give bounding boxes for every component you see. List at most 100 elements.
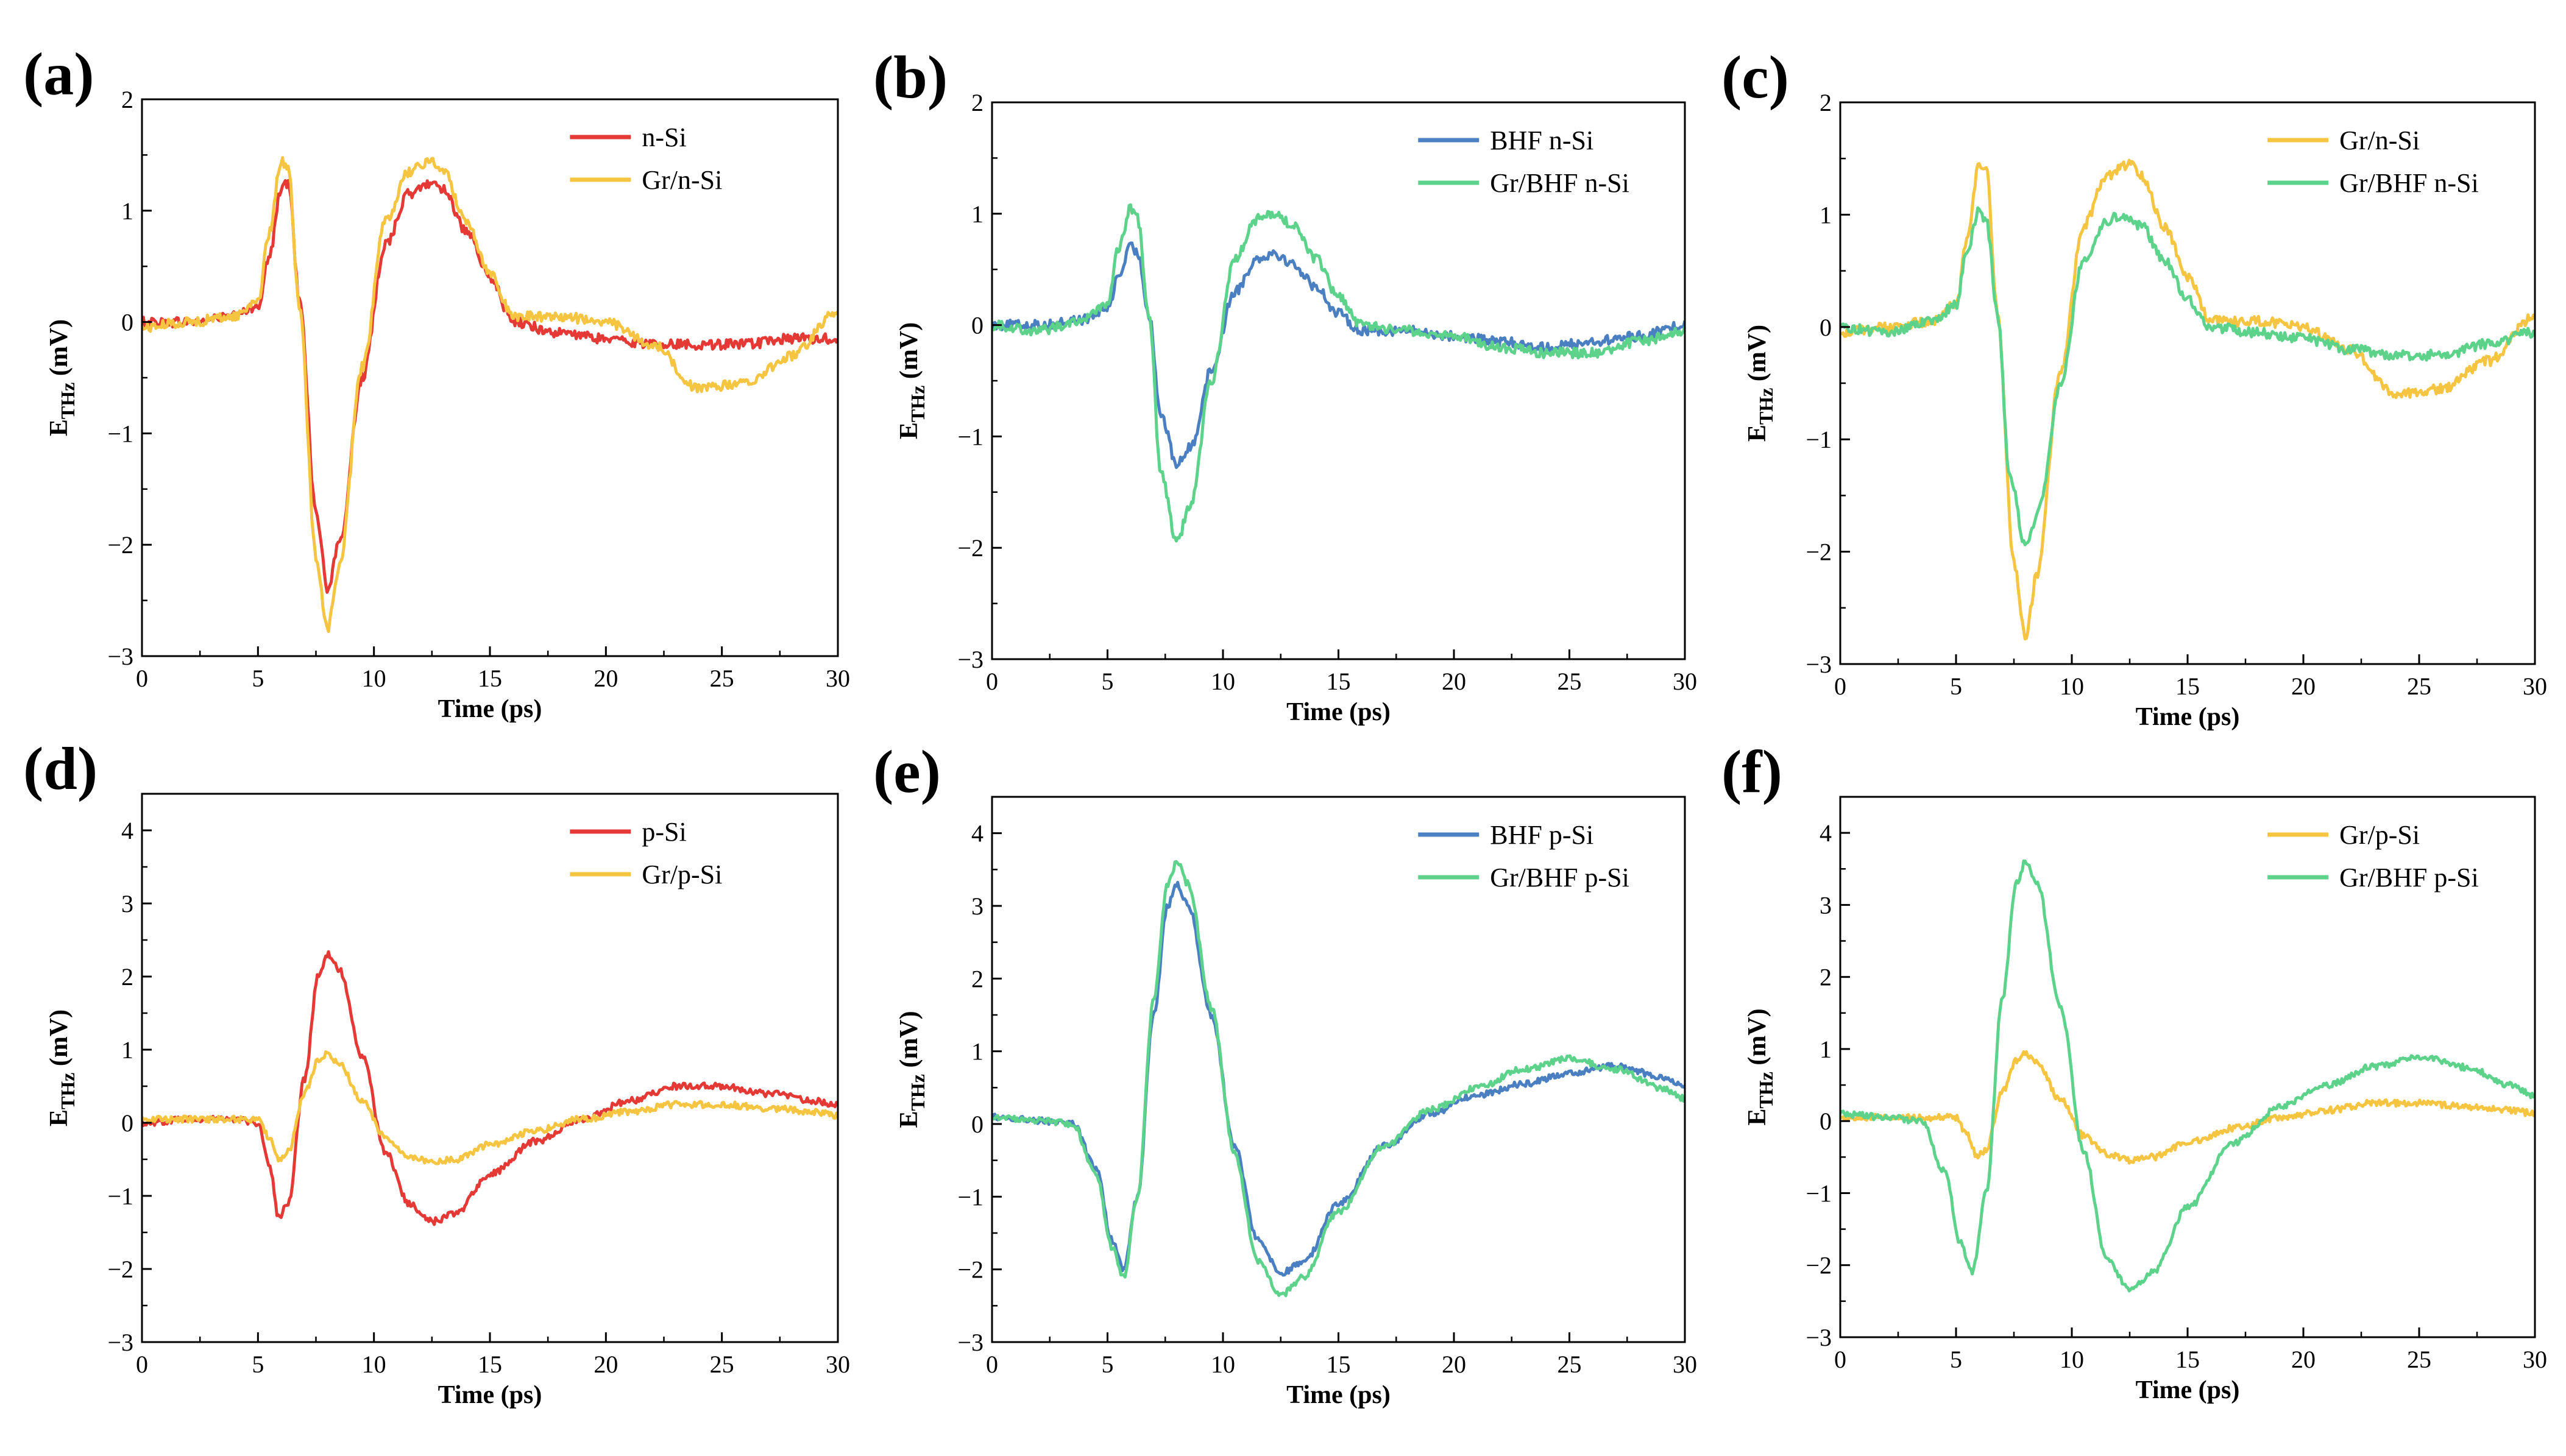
x-tick-label: 20	[2291, 1346, 2316, 1373]
y-tick-label: −2	[107, 531, 133, 559]
x-tick-label: 10	[2060, 673, 2084, 700]
x-tick-label: 25	[710, 1351, 734, 1378]
x-tick-label: 30	[2523, 1346, 2547, 1373]
legend-label: Gr/n-Si	[642, 165, 722, 195]
legend-label: Gr/n-Si	[2339, 125, 2420, 155]
legend-label: Gr/BHF p-Si	[1490, 863, 1629, 892]
legend-label: Gr/p-Si	[2339, 820, 2420, 850]
series-line-gr-bhf-p-si	[992, 860, 1685, 1298]
y-axis-title: ETHz (mV)	[1743, 1008, 1777, 1125]
y-tick-label: 0	[1820, 314, 1832, 341]
x-tick-label: 10	[1211, 668, 1235, 695]
x-tick-label: 10	[362, 665, 386, 692]
y-tick-label: 2	[971, 965, 984, 992]
x-tick-label: 20	[594, 1351, 618, 1378]
x-axis-title: Time (ps)	[1286, 1381, 1391, 1409]
y-tick-label: 1	[971, 200, 984, 228]
legend-label: Gr/BHF n-Si	[1490, 168, 1629, 198]
panel-label: (c)	[1721, 43, 1789, 111]
panel-label: (e)	[873, 738, 941, 805]
series-line-gr-n-si	[142, 156, 838, 634]
x-tick-label: 20	[1442, 1351, 1466, 1378]
x-tick-label: 25	[2407, 673, 2431, 700]
y-tick-label: −3	[957, 1329, 984, 1356]
plot-frame	[141, 793, 839, 1343]
y-tick-label: 2	[971, 89, 984, 116]
y-tick-label: 1	[1820, 201, 1832, 228]
y-axis-title: ETHz (mV)	[895, 1011, 929, 1128]
y-tick-label: −1	[957, 423, 984, 450]
x-tick-label: 10	[1211, 1351, 1235, 1378]
x-tick-label: 10	[2060, 1346, 2084, 1373]
y-tick-label: 1	[971, 1038, 984, 1065]
x-tick-label: 0	[986, 668, 998, 695]
y-tick-label: −2	[1806, 1252, 1832, 1279]
y-tick-label: 3	[121, 890, 133, 917]
x-tick-label: 20	[594, 665, 618, 692]
y-tick-label: −1	[1806, 1179, 1832, 1207]
y-tick-label: −1	[107, 1182, 133, 1210]
y-tick-label: 2	[121, 86, 133, 113]
x-tick-label: 0	[136, 1351, 148, 1378]
y-tick-label: −3	[1806, 651, 1832, 678]
series-line-gr-p-si	[1840, 1050, 2535, 1165]
y-tick-label: 1	[1820, 1036, 1832, 1063]
y-tick-label: 3	[1820, 891, 1832, 919]
x-tick-label: 30	[2523, 673, 2547, 700]
x-tick-label: 0	[1834, 673, 1846, 700]
y-axis-title: ETHz (mV)	[895, 322, 929, 439]
x-tick-label: 15	[478, 1351, 502, 1378]
x-tick-label: 5	[252, 1351, 264, 1378]
x-axis-title: Time (ps)	[438, 1381, 542, 1409]
y-tick-label: 1	[121, 1036, 133, 1064]
panel-label: (f)	[1721, 738, 1782, 805]
legend-label: Gr/p-Si	[642, 860, 722, 889]
y-tick-label: 3	[971, 892, 984, 920]
series-line-gr-n-si	[1840, 158, 2535, 641]
x-tick-label: 0	[986, 1351, 998, 1378]
legend-label: Gr/BHF p-Si	[2339, 863, 2479, 892]
y-tick-label: −2	[1806, 539, 1832, 566]
y-tick-label: −3	[1806, 1324, 1832, 1351]
plot-frame	[141, 98, 839, 657]
panel-label: (d)	[23, 735, 97, 802]
legend-label: BHF p-Si	[1490, 820, 1593, 850]
legend-label: n-Si	[642, 122, 686, 152]
y-tick-label: −1	[107, 420, 133, 447]
panel-label: (b)	[873, 43, 948, 111]
y-tick-label: −1	[1806, 426, 1832, 453]
y-tick-label: 0	[121, 309, 133, 336]
series-line-bhf-p-si	[992, 880, 1685, 1277]
y-tick-label: 0	[121, 1109, 133, 1137]
y-tick-label: −3	[107, 643, 133, 670]
x-tick-label: 30	[1673, 1351, 1697, 1378]
y-tick-label: 0	[971, 312, 984, 339]
panel-label: (a)	[23, 40, 94, 108]
x-tick-label: 20	[1442, 668, 1466, 695]
series-line-bhf-n-si	[992, 241, 1685, 469]
x-tick-label: 25	[1558, 1351, 1582, 1378]
series-line-gr-bhf-n-si	[992, 203, 1685, 543]
legend-label: BHF n-Si	[1490, 125, 1593, 155]
x-tick-label: 5	[1102, 1351, 1114, 1378]
x-tick-label: 5	[1950, 673, 1962, 700]
y-tick-label: −2	[957, 534, 984, 562]
y-tick-label: 2	[1820, 964, 1832, 991]
x-tick-label: 10	[362, 1351, 386, 1378]
x-tick-label: 5	[252, 665, 264, 692]
legend-label: p-Si	[642, 817, 686, 847]
y-tick-label: −3	[957, 646, 984, 673]
y-tick-label: 4	[1820, 819, 1832, 847]
x-axis-title: Time (ps)	[2136, 1376, 2240, 1404]
series-line-gr-bhf-p-si	[1840, 859, 2535, 1293]
series-line-gr-bhf-n-si	[1840, 206, 2535, 546]
y-tick-label: −3	[107, 1329, 133, 1356]
y-tick-label: −2	[957, 1256, 984, 1284]
y-tick-label: −2	[107, 1256, 133, 1283]
y-tick-label: 0	[1820, 1108, 1832, 1135]
